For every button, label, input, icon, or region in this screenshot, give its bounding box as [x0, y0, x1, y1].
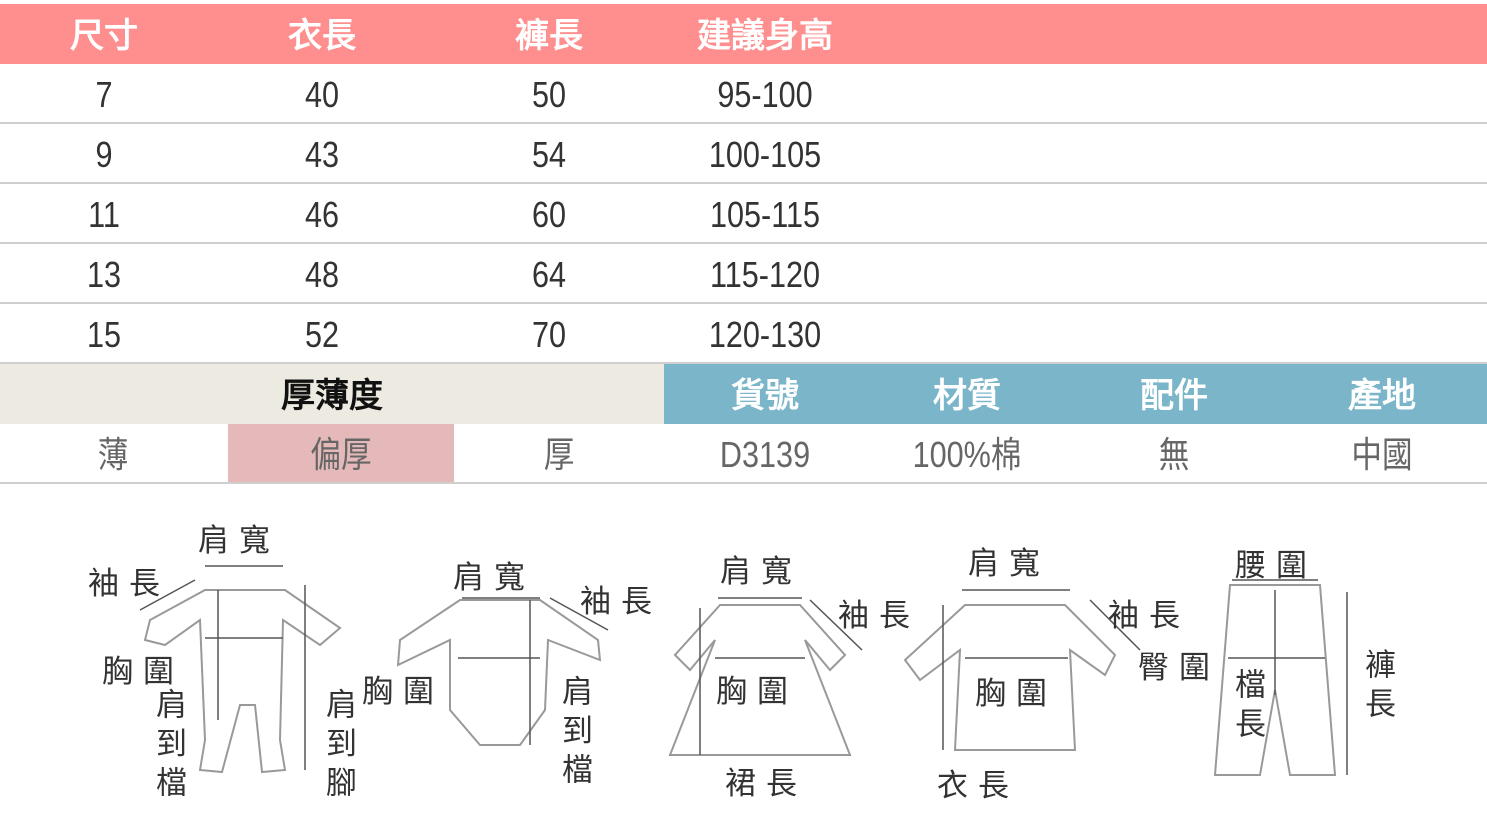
- dress-chest-label: 胸圍: [716, 674, 798, 710]
- cell: 60: [531, 194, 567, 235]
- cell: 40: [304, 74, 340, 115]
- romper-outline: [143, 589, 342, 774]
- cell: 54: [531, 134, 567, 175]
- cell: 7: [95, 74, 113, 115]
- header-thickness: 厚薄度: [281, 376, 383, 416]
- cell: 64: [531, 254, 567, 295]
- thickness-thick: 厚: [543, 434, 575, 475]
- bodysuit-shoulder-crotch-label: 肩到檔: [556, 675, 592, 792]
- table-row: 11 46 60 105-115: [0, 184, 1487, 244]
- pants-outline: [1213, 584, 1337, 776]
- cell: 70: [531, 314, 567, 355]
- cell: 46: [304, 194, 340, 235]
- table-row: 13 48 64 115-120: [0, 244, 1487, 304]
- shirt-outline: [903, 604, 1117, 751]
- size-table-header: [0, 4, 1487, 64]
- cell: 48: [304, 254, 340, 295]
- table-row: 7 40 50 95-100: [0, 64, 1487, 124]
- dress-sleeve-label: 袖長: [838, 598, 920, 634]
- shirt-sleeve-label: 袖長: [1108, 598, 1190, 634]
- header-material: 材質: [933, 376, 1001, 416]
- origin: 中國: [1351, 434, 1413, 475]
- pants-hip-label: 臀圍: [1138, 650, 1220, 686]
- cell: 50: [531, 74, 567, 115]
- header-size: 尺寸: [70, 16, 138, 56]
- cell: 120-130: [708, 314, 822, 355]
- bodysuit-shoulder-label: 肩寬: [453, 560, 535, 596]
- pants-crotch-label: 檔長: [1229, 668, 1265, 746]
- cell: 15: [86, 314, 122, 355]
- cell: 105-115: [709, 194, 821, 235]
- dress-outline: [668, 604, 852, 756]
- dress-skirt-length-label: 裙長: [725, 766, 807, 802]
- romper-shoulder-label: 肩寬: [198, 523, 280, 559]
- cell: 115-120: [709, 254, 821, 295]
- header-pants-length: 褲長: [515, 16, 583, 56]
- header-accessories: 配件: [1140, 376, 1208, 416]
- table-row: 9 43 54 100-105: [0, 124, 1487, 184]
- romper-shoulder-crotch-label: 肩到檔: [150, 688, 186, 805]
- cell: 43: [304, 134, 340, 175]
- cell: 9: [95, 134, 113, 175]
- thickness-header-bg: [0, 364, 664, 424]
- romper-shoulder-foot-label: 肩到腳: [320, 688, 356, 805]
- info-row: 薄 偏厚 厚 D3139 100%棉 無 中國: [0, 424, 1487, 484]
- pants-waist-label: 腰圍: [1235, 548, 1317, 584]
- pants-length-label: 褲長: [1359, 648, 1395, 726]
- shirt-length-label: 衣長: [937, 768, 1019, 804]
- thickness-slightly-thick: 偏厚: [310, 434, 372, 475]
- cell: 100-105: [708, 134, 822, 175]
- cell: 13: [86, 254, 122, 295]
- shirt-chest-label: 胸圍: [975, 676, 1057, 712]
- bodysuit-outline: [396, 599, 602, 746]
- header-top-length: 衣長: [288, 16, 356, 56]
- material: 100%棉: [912, 434, 1022, 475]
- thickness-thin: 薄: [97, 434, 129, 475]
- header-height: 建議身高: [697, 16, 833, 56]
- header-item-no: 貨號: [731, 376, 799, 416]
- thickness-selected-highlight: [228, 424, 454, 484]
- accessories: 無: [1158, 434, 1190, 475]
- bodysuit-chest-label: 胸圍: [362, 674, 444, 710]
- info-header-bg: [664, 364, 1487, 424]
- cell: 11: [88, 194, 120, 235]
- header-origin: 產地: [1348, 376, 1416, 416]
- cell: 95-100: [717, 74, 813, 115]
- item-number: D3139: [719, 434, 811, 475]
- romper-chest-label: 胸圍: [102, 654, 184, 690]
- cell: 52: [304, 314, 340, 355]
- table-row: 15 52 70 120-130: [0, 304, 1487, 364]
- bodysuit-sleeve-label: 袖長: [580, 584, 662, 620]
- romper-sleeve-label: 袖長: [88, 566, 170, 602]
- dress-shoulder-label: 肩寬: [720, 554, 802, 590]
- shirt-shoulder-label: 肩寬: [968, 546, 1050, 582]
